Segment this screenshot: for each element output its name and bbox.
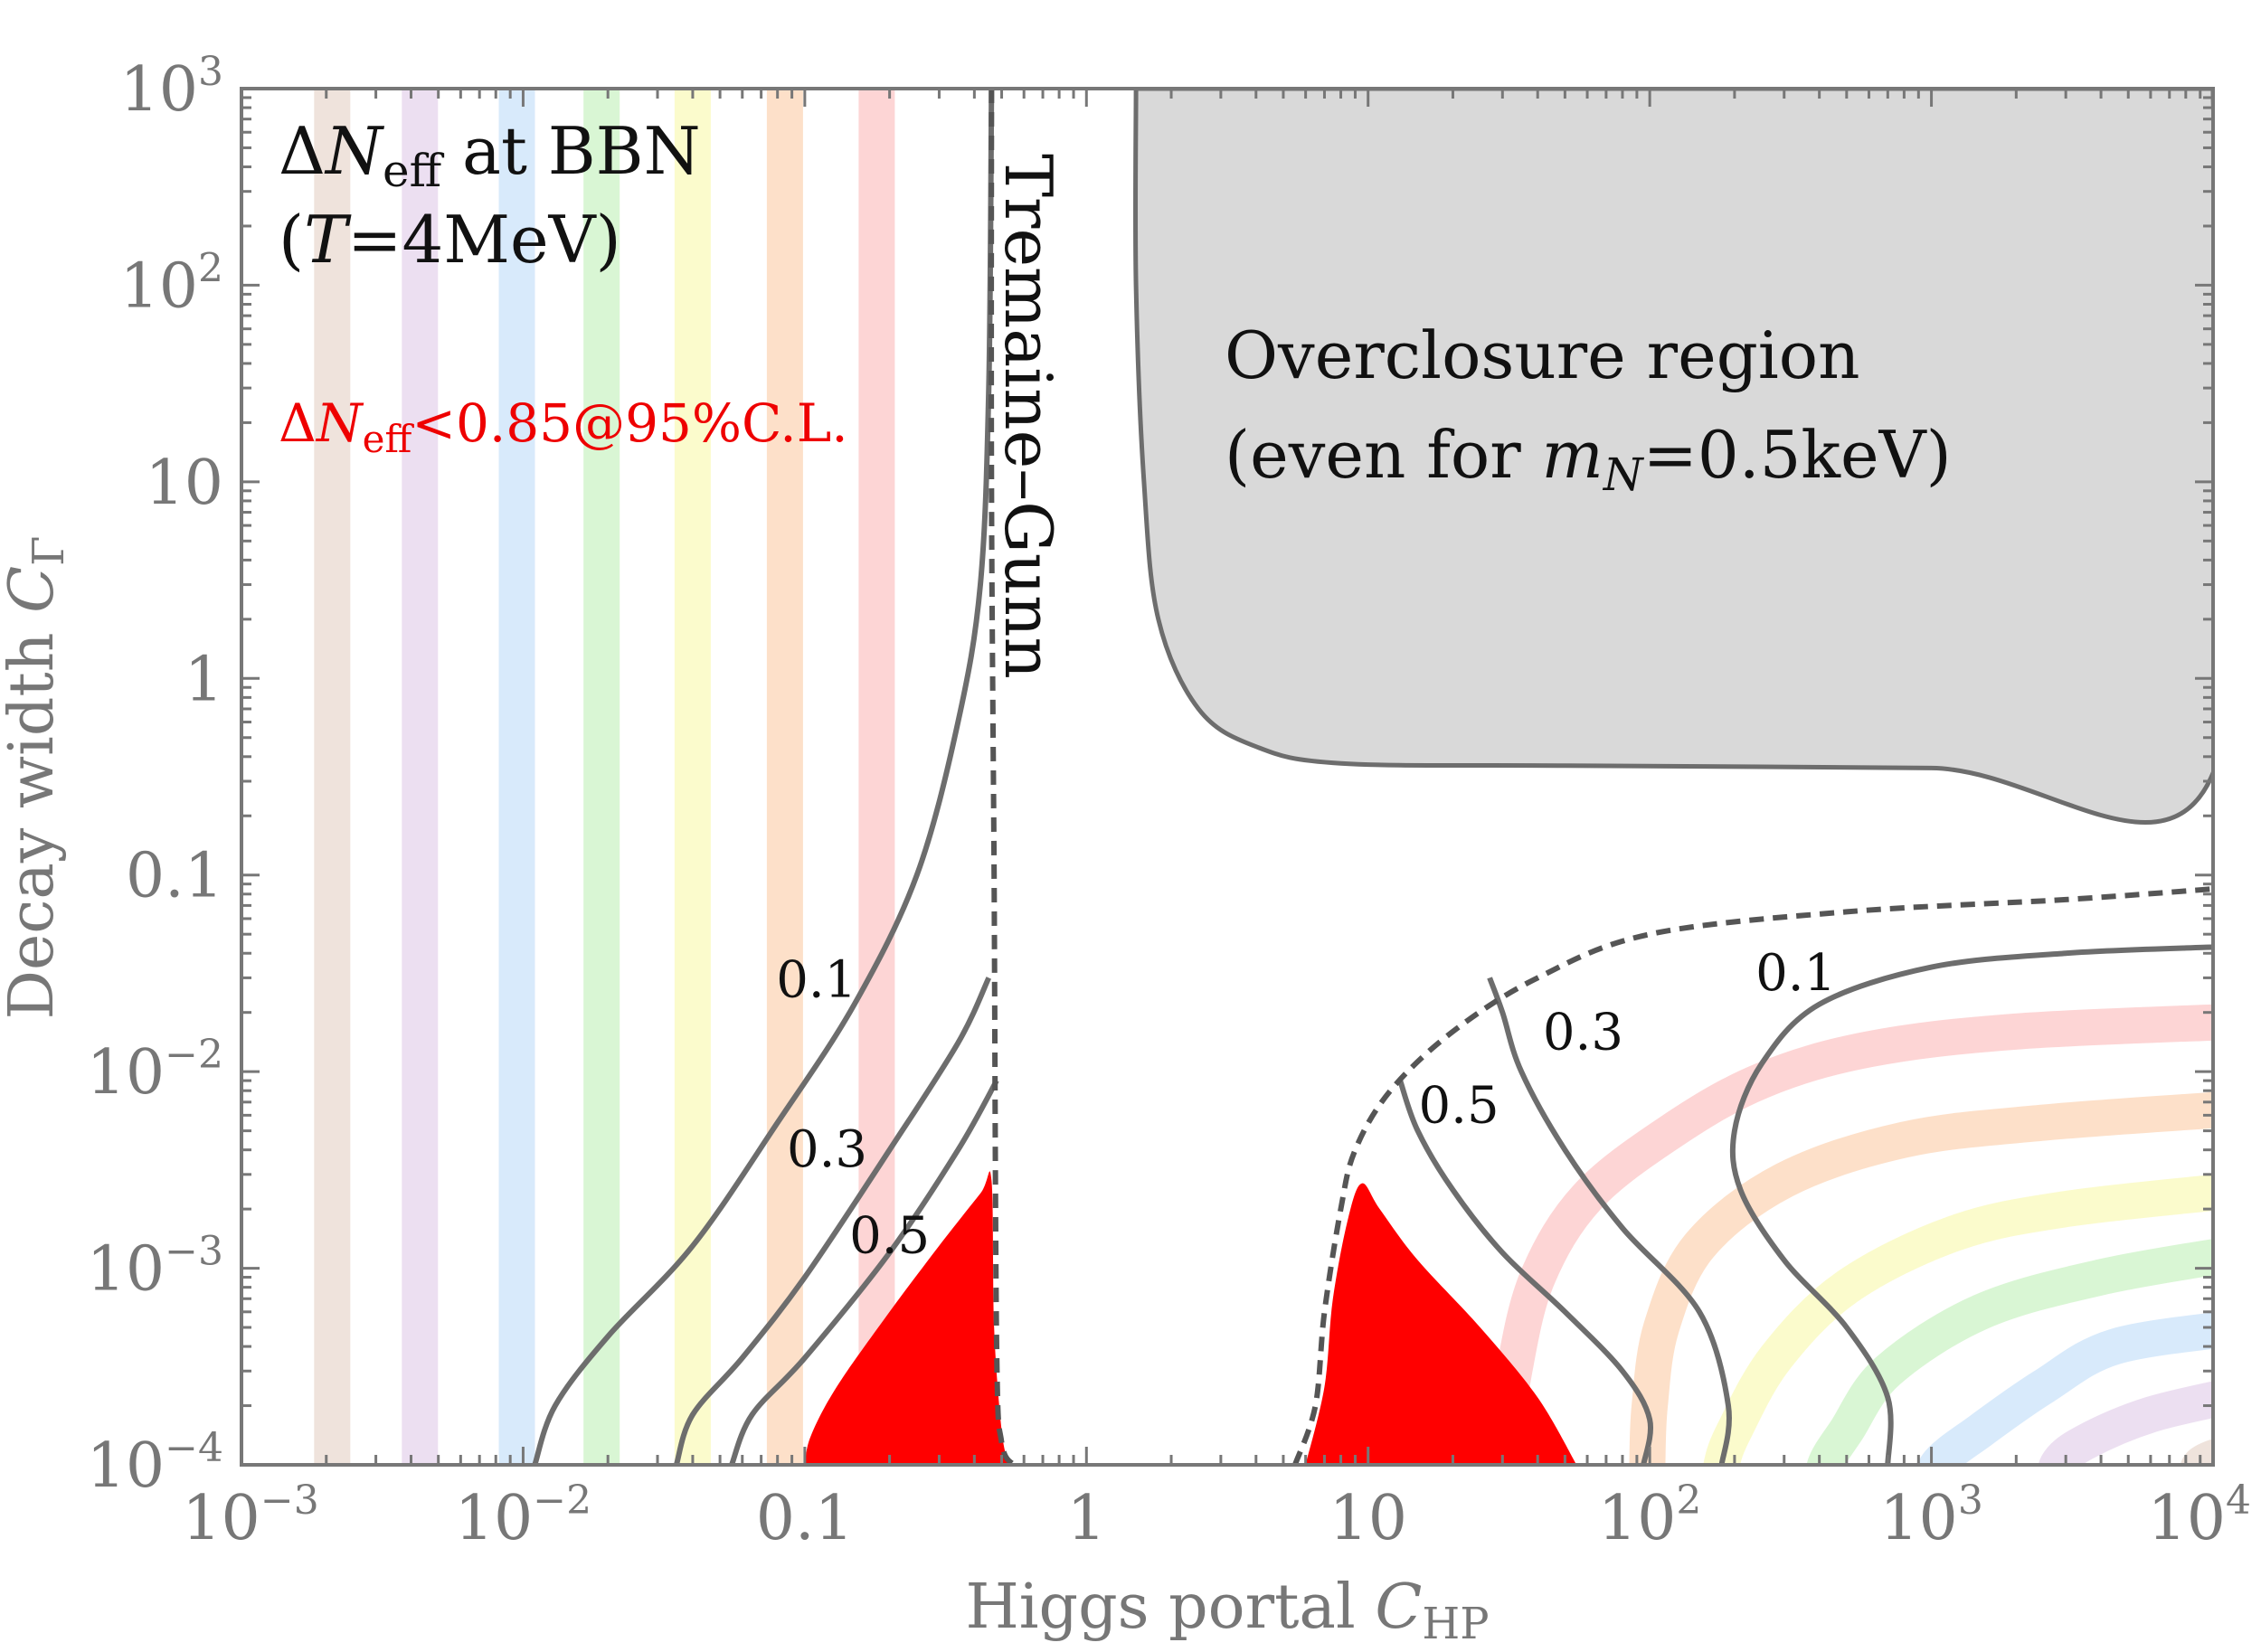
x-tick-label: 1 xyxy=(1067,1483,1106,1554)
annotation-overclosure-line2: (even for mN=0.5keV) xyxy=(1225,417,1952,501)
plot-frame xyxy=(240,87,2215,1467)
ticks-layer xyxy=(240,87,2215,1467)
annotation-constraint: ΔNeff<0.85@95%C.L. xyxy=(279,392,848,461)
y-tick-label: 10−3 xyxy=(87,1229,223,1306)
y-tick-label: 1 xyxy=(184,644,223,715)
y-axis-title: Decay width CΓ xyxy=(0,536,74,1020)
annotation-title-line2: (T=4MeV) xyxy=(279,202,621,278)
y-tick-label: 10−4 xyxy=(87,1425,223,1502)
x-tick-label: 103 xyxy=(1879,1477,1983,1554)
y-tick-label: 10 xyxy=(145,448,223,519)
color-band-12 xyxy=(2039,1381,2213,1465)
contour-left-0.3-1 xyxy=(674,977,992,1465)
annotation-tremaine-gunn: Tremaine–Gunn xyxy=(990,154,1066,679)
tick-labels-layer: 10−3 10−2 0.1 1 10 102 103 10410−410−310−20.111… xyxy=(87,49,2251,1554)
x-tick-label: 10−3 xyxy=(182,1477,318,1554)
region-constraint-left xyxy=(804,1171,1009,1465)
contour-right-0.3-5 xyxy=(1487,977,1732,1465)
y-tick-label: 0.1 xyxy=(126,841,223,912)
annotation-title-line1: ΔNeff at BBN xyxy=(279,113,701,197)
region-constraint-right xyxy=(1305,1183,1577,1465)
contour-label: 0.3 xyxy=(1543,1003,1623,1062)
contour-right-0.1-6 xyxy=(1729,944,2213,1465)
x-tick-label: 0.1 xyxy=(756,1483,854,1554)
x-tick-label: 104 xyxy=(2147,1477,2251,1554)
x-tick-label: 10−2 xyxy=(455,1477,591,1554)
color-band-10 xyxy=(1806,1239,2213,1465)
x-tick-label: 102 xyxy=(1598,1477,1702,1554)
region-overclosure xyxy=(1132,89,2213,826)
contour-tremaine-gunn-boundary-3 xyxy=(989,89,1017,1465)
contour-label: 0.5 xyxy=(1419,1077,1499,1136)
regions-layer xyxy=(804,89,2213,1465)
contour-left-0.5-2 xyxy=(729,1079,999,1465)
y-tick-label: 103 xyxy=(119,49,223,126)
contour-label: 0.1 xyxy=(1755,944,1836,1003)
x-tick-label: 10 xyxy=(1329,1483,1407,1554)
contour-left-0.1-0 xyxy=(532,89,995,1465)
annotation-overclosure-line1: Overclosure region xyxy=(1225,317,1860,393)
y-tick-label: 102 xyxy=(119,245,223,322)
x-axis-title: Higgs portal CHP xyxy=(965,1572,1489,1649)
y-tick-label: 10−2 xyxy=(87,1032,223,1109)
contour-right-boundary-boundary-7 xyxy=(1292,886,2213,1465)
contours-layer xyxy=(532,89,2213,1465)
contour-label: 0.1 xyxy=(776,950,856,1009)
contour-right-0.5-4 xyxy=(1397,1080,1653,1465)
contour-labels-layer: 0.1 0.3 0.5 0.5 0.3 0.1 xyxy=(776,944,1836,1265)
contour-label: 0.3 xyxy=(787,1120,867,1179)
color-band-11 xyxy=(1917,1312,2213,1465)
contour-label: 0.5 xyxy=(849,1206,930,1265)
